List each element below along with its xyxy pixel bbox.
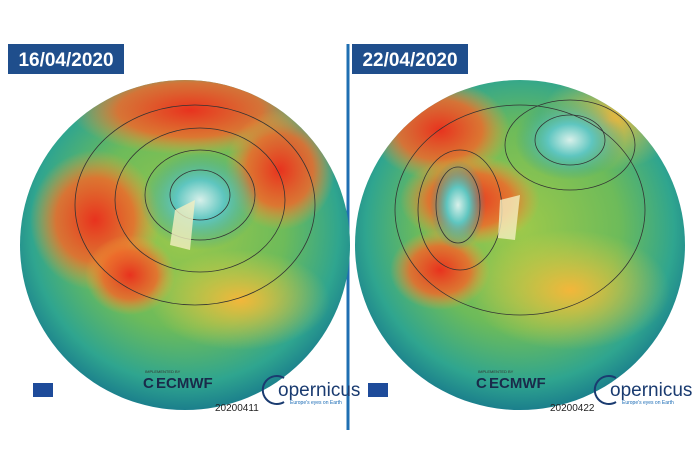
implemented-by: IMPLEMENTED BY	[145, 369, 181, 374]
image-code: 20200422	[550, 403, 595, 414]
date-badge	[8, 44, 124, 74]
tagline: Europe's eyes on Earth	[622, 400, 674, 406]
panel: 22/04/2020 IMPLEMENTED BY C ECMWF operni…	[352, 44, 692, 414]
date-badge	[352, 44, 468, 74]
ecmwf-icon: C	[476, 375, 487, 392]
panel: 16/04/2020 IMPLEMENTED BY C ECMWF operni…	[8, 44, 360, 414]
date: 22/04/2020	[362, 50, 457, 71]
ecmwf-icon: C	[143, 375, 154, 392]
copernicus: opernicus	[610, 380, 692, 401]
implemented-by: IMPLEMENTED BY	[478, 369, 514, 374]
image-code: 20200411	[215, 403, 259, 414]
ecmwf: ECMWF	[156, 375, 213, 392]
ozone-map	[370, 80, 680, 350]
copernicus: opernicus	[278, 380, 360, 401]
ecmwf: ECMWF	[489, 375, 546, 392]
date: 16/04/2020	[18, 50, 113, 71]
eu-flag	[33, 383, 53, 397]
eu-flag	[368, 383, 388, 397]
copernicus-logo	[261, 375, 285, 405]
tagline: Europe's eyes on Earth	[290, 400, 342, 406]
copernicus-logo	[593, 375, 617, 405]
